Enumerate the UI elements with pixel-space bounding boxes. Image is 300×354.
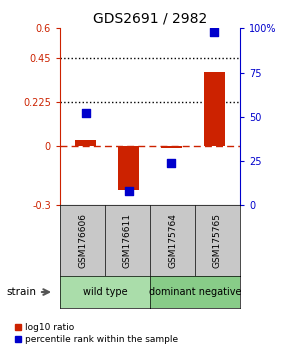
Bar	[75, 141, 96, 146]
Title: GDS2691 / 2982: GDS2691 / 2982	[93, 12, 207, 26]
Text: dominant negative: dominant negative	[149, 287, 241, 297]
Bar	[161, 146, 182, 148]
Text: GSM175765: GSM175765	[213, 213, 222, 268]
Legend: log10 ratio, percentile rank within the sample: log10 ratio, percentile rank within the …	[11, 320, 182, 348]
Point	[126, 188, 131, 194]
Text: GSM176611: GSM176611	[123, 213, 132, 268]
Text: GSM176606: GSM176606	[78, 213, 87, 268]
Point	[212, 29, 217, 35]
Text: strain: strain	[6, 287, 36, 297]
Text: wild type: wild type	[83, 287, 127, 297]
Point	[169, 160, 174, 166]
Bar	[118, 146, 139, 190]
Point	[83, 110, 88, 116]
Bar	[204, 72, 225, 146]
Text: GSM175764: GSM175764	[168, 213, 177, 268]
